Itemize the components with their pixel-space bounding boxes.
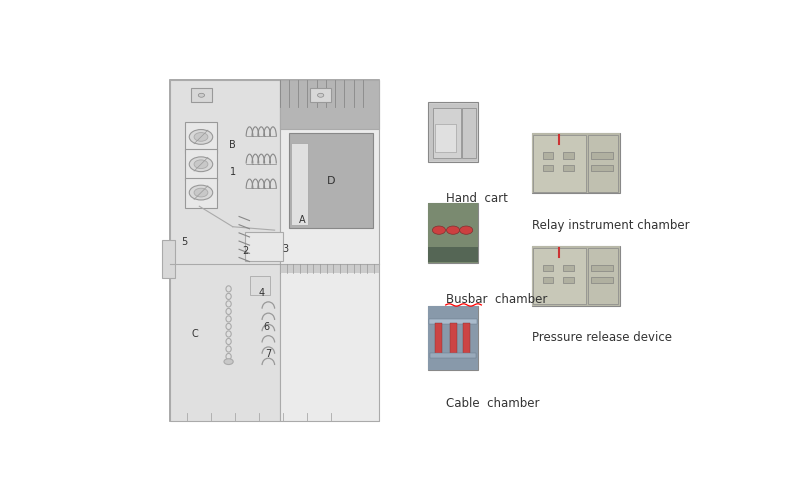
Text: 3: 3 (282, 244, 288, 254)
Circle shape (189, 157, 213, 172)
Bar (428, 306, 478, 370)
Circle shape (433, 226, 445, 234)
Circle shape (194, 188, 208, 197)
Text: 7: 7 (265, 349, 272, 359)
Text: Busbar  chamber: Busbar chamber (445, 293, 547, 305)
Text: D: D (327, 175, 335, 185)
Bar (433, 108, 461, 158)
Text: Hand  cart: Hand cart (445, 192, 507, 205)
Text: 5: 5 (182, 237, 188, 247)
Bar (310, 88, 331, 102)
Bar (533, 133, 620, 194)
Bar (563, 265, 573, 271)
Bar (430, 320, 476, 324)
Bar (279, 264, 380, 273)
Bar (563, 277, 573, 283)
Bar (162, 240, 175, 278)
Bar (543, 277, 553, 283)
Text: 4: 4 (259, 288, 265, 298)
Bar (428, 203, 478, 263)
Circle shape (460, 226, 472, 234)
Bar (279, 80, 380, 130)
Bar (428, 306, 478, 370)
Bar (533, 246, 620, 306)
Text: Relay instrument chamber: Relay instrument chamber (532, 219, 689, 232)
Bar (428, 102, 478, 162)
Bar (534, 247, 586, 304)
Circle shape (194, 133, 208, 141)
Bar (591, 265, 613, 271)
Bar (185, 177, 217, 208)
Text: Pressure release device: Pressure release device (532, 332, 672, 344)
Bar (185, 149, 217, 180)
Bar (563, 164, 573, 170)
Bar (430, 353, 476, 358)
Bar (289, 133, 373, 228)
Circle shape (446, 226, 460, 234)
Text: C: C (191, 329, 198, 339)
Bar (191, 88, 212, 102)
Bar (533, 133, 620, 194)
Bar (591, 164, 613, 170)
Bar (461, 108, 476, 158)
Bar (435, 124, 456, 152)
Text: 6: 6 (263, 323, 269, 333)
Text: Cable  chamber: Cable chamber (445, 398, 539, 410)
Circle shape (189, 185, 213, 200)
Bar (428, 203, 478, 263)
Bar (185, 122, 217, 153)
Bar (588, 247, 618, 304)
Bar (543, 265, 553, 271)
Bar (563, 153, 573, 159)
Text: 2: 2 (242, 245, 249, 256)
Bar (170, 80, 279, 421)
Bar (449, 323, 457, 354)
Bar (534, 135, 586, 192)
Bar (588, 135, 618, 192)
Circle shape (318, 93, 324, 97)
Circle shape (198, 93, 205, 97)
Bar (463, 323, 470, 354)
Text: 1: 1 (229, 167, 236, 177)
Circle shape (224, 359, 233, 364)
Bar (291, 143, 308, 225)
Bar (279, 80, 380, 421)
Bar (245, 232, 283, 261)
Bar (249, 276, 271, 295)
Bar (591, 277, 613, 283)
Bar (543, 164, 553, 170)
Bar (533, 246, 620, 306)
Bar (428, 247, 478, 262)
Circle shape (194, 160, 208, 169)
Text: A: A (299, 215, 305, 225)
Bar (435, 323, 442, 354)
Text: B: B (229, 140, 236, 150)
Bar (591, 153, 613, 159)
Bar (543, 153, 553, 159)
Circle shape (189, 130, 213, 144)
Bar (430, 104, 476, 161)
Bar (170, 80, 380, 421)
